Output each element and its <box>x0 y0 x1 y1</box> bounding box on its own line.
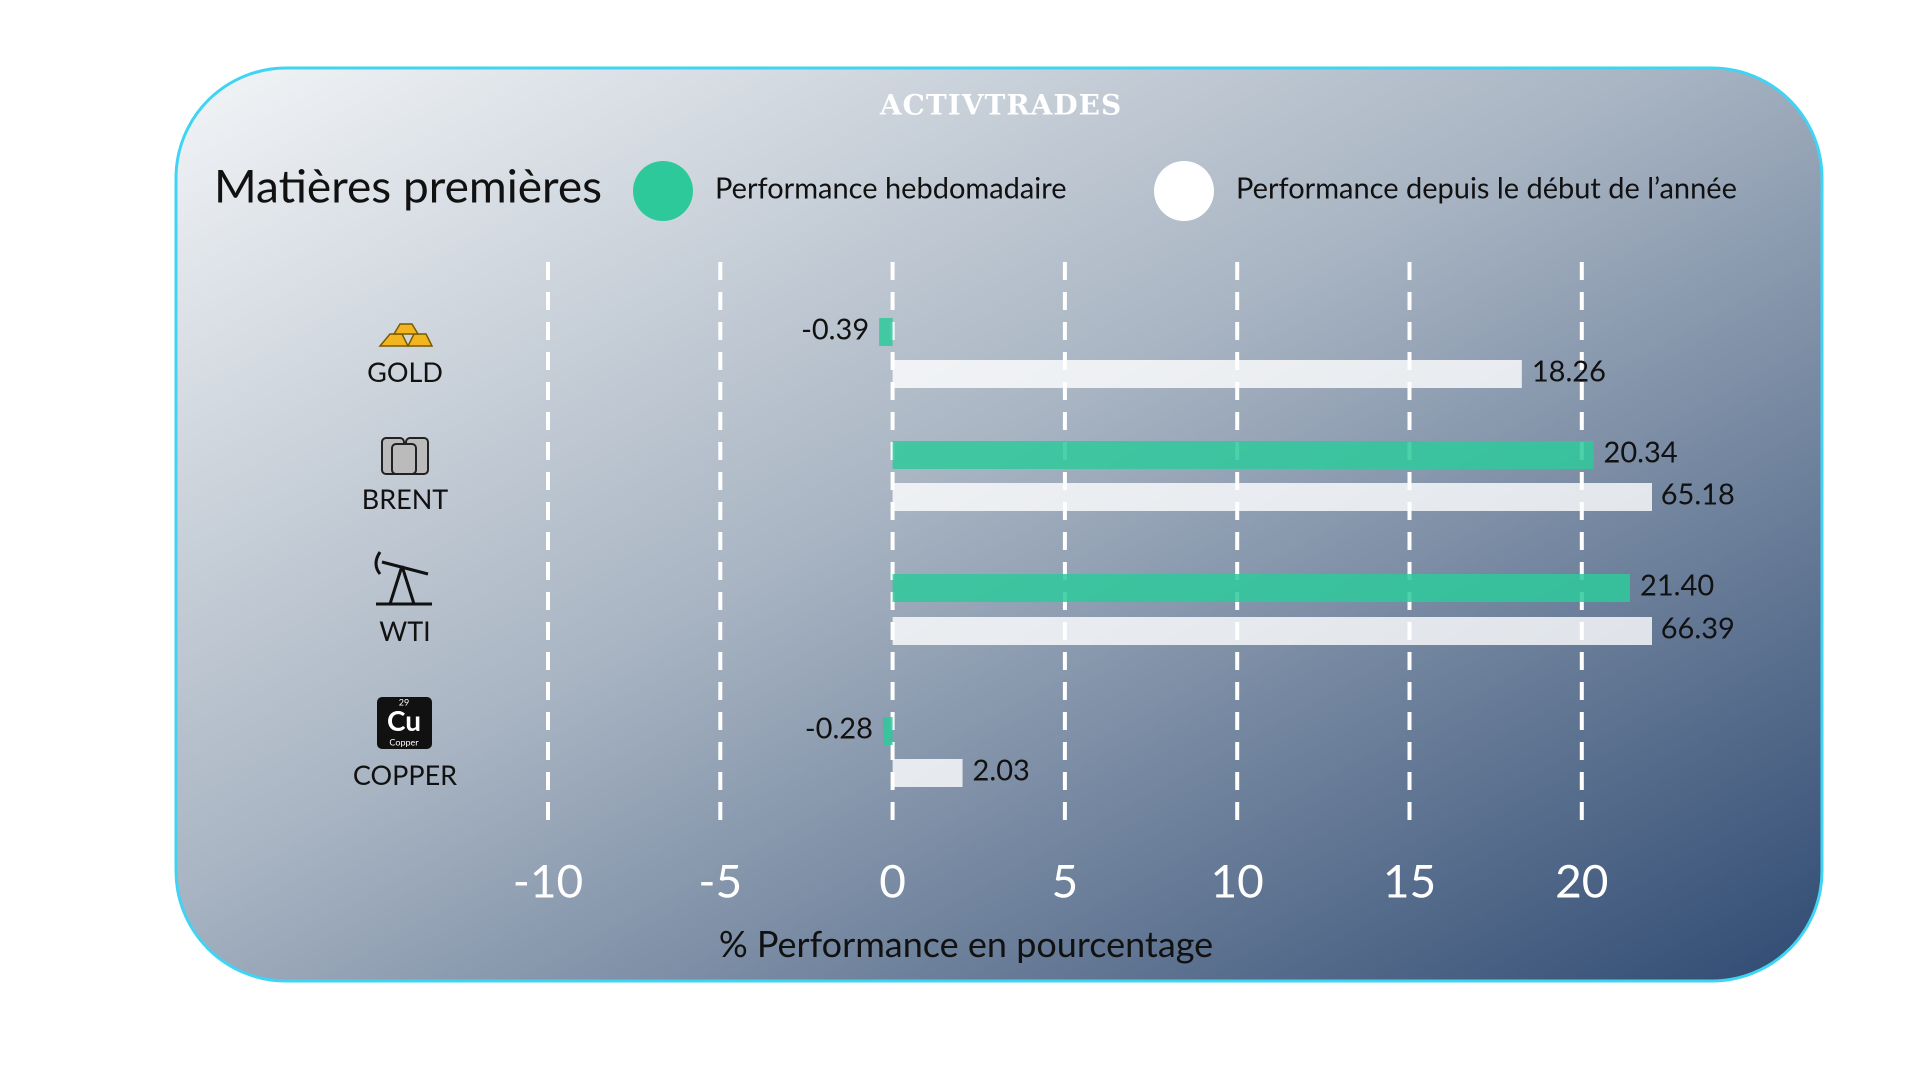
legend-label: Performance hebdomadaire <box>715 170 1067 205</box>
bar <box>892 441 1594 469</box>
x-tick-label: 5 <box>1052 853 1079 908</box>
bar <box>879 318 893 346</box>
bar <box>892 574 1631 602</box>
value-label: 66.39 <box>1661 610 1735 645</box>
x-tick-label: -5 <box>698 853 742 908</box>
x-tick-label: 15 <box>1383 853 1436 908</box>
bar <box>892 483 1652 511</box>
value-label: -0.39 <box>801 311 869 346</box>
category-label: COPPER <box>353 758 457 791</box>
legend-label: Performance depuis le début de l’année <box>1236 170 1737 205</box>
x-tick-label: 20 <box>1555 853 1608 908</box>
copper-name: Copper <box>389 736 419 747</box>
x-axis-label: % Performance en pourcentage <box>719 921 1213 965</box>
value-label: 20.34 <box>1604 434 1678 469</box>
x-tick-label: -10 <box>513 853 583 908</box>
copper-symbol: Cu <box>387 703 421 737</box>
barrel-icon <box>381 437 429 475</box>
legend-swatch <box>633 161 693 221</box>
bars <box>879 318 1652 787</box>
icons: 29 Cu Copper <box>374 323 434 749</box>
category-label: WTI <box>379 614 430 647</box>
value-label: 18.26 <box>1532 353 1606 388</box>
value-label: 21.40 <box>1640 567 1714 602</box>
chart-title: Matières premières <box>214 158 602 213</box>
value-label: 2.03 <box>973 752 1030 787</box>
value-label: -0.28 <box>805 710 873 745</box>
bar <box>892 360 1522 388</box>
x-tick-label: 0 <box>879 853 906 908</box>
logo: ACTIVTRADES <box>879 89 1122 122</box>
copper-icon <box>377 697 432 749</box>
bar <box>882 717 893 745</box>
legend-swatch <box>1154 161 1214 221</box>
value-label: 65.18 <box>1661 476 1735 511</box>
x-tick-label: 10 <box>1211 853 1264 908</box>
bar <box>892 759 963 787</box>
category-label: GOLD <box>367 355 443 388</box>
gold-icon <box>378 323 434 347</box>
category-label: BRENT <box>362 482 449 515</box>
pump-icon <box>374 551 432 606</box>
bar <box>892 617 1652 645</box>
copper-number: 29 <box>399 696 409 707</box>
